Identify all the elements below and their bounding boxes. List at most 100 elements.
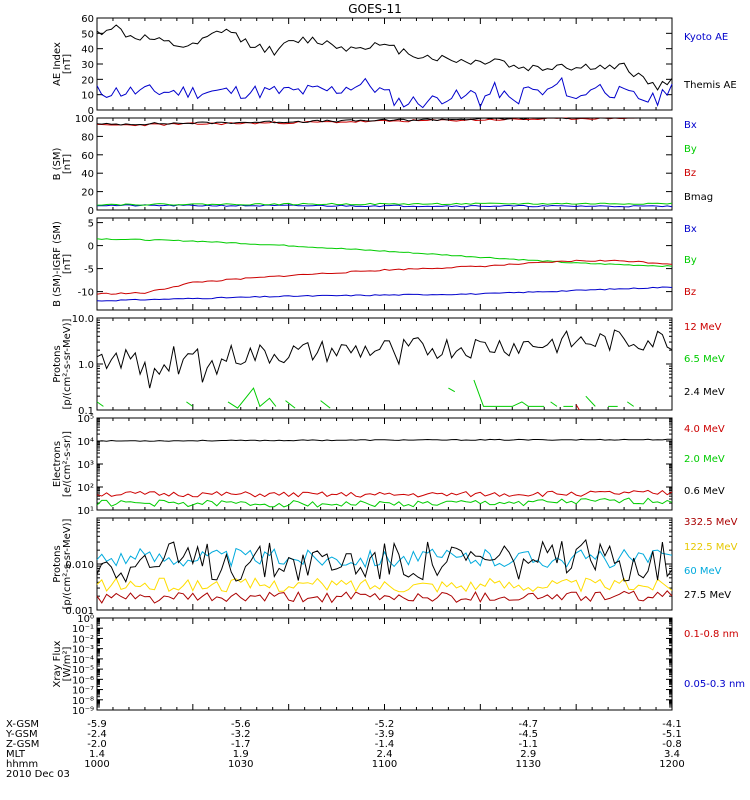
footer-cell: -3.9 xyxy=(375,729,395,740)
series-line-6-5-mev xyxy=(320,400,331,409)
footer-cell: 1030 xyxy=(228,759,253,770)
panel-frame xyxy=(96,117,673,211)
panel-frame xyxy=(96,617,673,711)
y-axis-label: B (SM) xyxy=(52,147,63,180)
panel-frame xyxy=(96,217,673,311)
panel-2: 0 20 40 60 80 100 B (SM) [nT] Bx By Bz Bmag xyxy=(52,114,713,217)
footer-cell: -1.4 xyxy=(375,739,395,750)
y-tick-label: 10⁻⁸ xyxy=(72,696,94,707)
series-line-2-4-mev xyxy=(96,329,673,389)
y-axis-label: [p/(cm²-s-sr-MeV)] xyxy=(62,518,73,609)
footer-cell: 1130 xyxy=(516,759,541,770)
y-tick-label: 60 xyxy=(81,151,94,162)
series-line-themis-ae xyxy=(96,24,673,91)
legend-entry: 0.05-0.3 nm xyxy=(684,679,745,690)
y-tick-label: 0 xyxy=(88,242,94,253)
y-axis-label: [nT] xyxy=(62,154,73,174)
y-tick-label: 10⁻¹ xyxy=(72,624,94,635)
footer-cell: -4.1 xyxy=(662,719,682,730)
y-tick-label: 0.010 xyxy=(65,560,94,571)
y-tick-label: 50 xyxy=(81,29,94,40)
footer-row-label: Y-GSM xyxy=(5,729,38,740)
y-tick-label: 10⁵ xyxy=(77,414,94,425)
y-axis-label: AE Index xyxy=(52,42,63,86)
y-tick-label: 20 xyxy=(81,75,94,86)
legend-entry: Bx xyxy=(684,224,697,235)
y-tick-label: 40 xyxy=(81,45,94,56)
panel-frame xyxy=(96,317,673,411)
y-axis-label: [W/m²] xyxy=(62,646,73,681)
y-tick-label: 0.1 xyxy=(78,406,94,417)
y-tick-label: 10² xyxy=(77,483,94,494)
y-tick-label: -5 xyxy=(84,265,94,276)
footer-row-label: MLT xyxy=(6,749,26,760)
footer-cell: 1200 xyxy=(659,759,684,770)
legend-entry: 2.0 MeV xyxy=(684,454,725,465)
series-line-6-5-mev xyxy=(473,379,545,407)
panel-5: 10¹ 10² 10³ 10⁴ 10⁵ Electrons [e/(cm²-s-sr)] 4.… xyxy=(52,414,725,517)
legend-entry: 6.5 MeV xyxy=(684,354,725,365)
y-tick-label: 10⁻⁴ xyxy=(72,655,94,666)
footer-cell: -5.9 xyxy=(87,719,107,730)
y-tick-label: 10³ xyxy=(77,460,94,471)
y-tick-label: 0 xyxy=(88,206,94,217)
series-line-kyoto-ae xyxy=(96,76,673,109)
footer-cell: -2.0 xyxy=(87,739,107,750)
y-tick-label: 10¹ xyxy=(77,506,94,517)
y-tick-label: -10 xyxy=(78,288,94,299)
y-tick-label: 1.0 xyxy=(78,360,94,371)
footer-cell: -4.5 xyxy=(518,729,538,740)
panel-7: 10⁻⁹10⁻⁸10⁻⁷10⁻⁶10⁻⁵10⁻⁴10⁻³10⁻²10⁻¹10⁰ X… xyxy=(52,614,745,717)
footer-cell: 1.9 xyxy=(233,749,249,760)
legend-entry: 2.4 MeV xyxy=(684,387,725,398)
y-axis-label: Xray Flux xyxy=(52,640,63,687)
legend-entry: 4.0 MeV xyxy=(684,424,725,435)
series-line-6-5-mev xyxy=(285,400,296,409)
legend-entry: 122.5 MeV xyxy=(684,542,738,553)
y-tick-label: 10⁻² xyxy=(72,634,94,645)
footer-cell: -3.2 xyxy=(231,729,251,740)
footer-date: 2010 Dec 03 xyxy=(6,769,70,780)
legend-entry: 0.6 MeV xyxy=(684,486,725,497)
series-line-2-0-mev xyxy=(96,497,673,508)
legend-entry: 332.5 MeV xyxy=(684,517,738,528)
y-axis-label: Protons xyxy=(52,545,63,582)
legend-entry: 12 MeV xyxy=(684,322,722,333)
footer-cell: -5.2 xyxy=(375,719,395,730)
y-tick-label: 10⁰ xyxy=(77,614,94,625)
legend-entry: By xyxy=(684,144,697,155)
footer-cell: -2.4 xyxy=(87,729,107,740)
y-axis-label: Electrons xyxy=(52,441,63,487)
y-tick-label: 10⁻⁹ xyxy=(72,706,94,717)
footer-cell: -1.1 xyxy=(518,739,538,750)
footer-cell: 2.9 xyxy=(520,749,536,760)
footer-cell: 1100 xyxy=(372,759,397,770)
series-line-bx xyxy=(96,286,673,302)
y-axis-label: [nT] xyxy=(62,254,73,274)
y-tick-label: 10⁻³ xyxy=(72,645,94,656)
y-tick-label: 10⁴ xyxy=(77,437,94,448)
y-tick-label: 80 xyxy=(81,132,94,143)
y-axis-label: [nT] xyxy=(62,54,73,74)
y-tick-label: 10⁻⁶ xyxy=(72,675,94,686)
footer-cell: -1.7 xyxy=(231,739,251,750)
footer-cell: -0.8 xyxy=(662,739,682,750)
legend-entry: Bx xyxy=(684,120,697,131)
series-line-6-5-mev xyxy=(227,387,277,409)
series-line-332-5-mev xyxy=(96,590,673,604)
legend-entry: Bz xyxy=(684,168,696,179)
series-line-0-6-mev xyxy=(96,438,673,442)
y-tick-label: 0.001 xyxy=(65,606,94,617)
legend-entry: 60 MeV xyxy=(684,566,722,577)
footer-cell: -4.7 xyxy=(518,719,538,730)
panel-4: 0.1 1.0 10.0 Protons [p/(cm²-s-sr-MeV)] 12 Me… xyxy=(52,314,725,417)
legend-entry: By xyxy=(684,255,697,266)
y-axis-label: Protons xyxy=(52,345,63,382)
series-line-27-5-mev xyxy=(96,538,673,584)
y-tick-label: 10⁻⁷ xyxy=(72,686,94,697)
legend-entry: 0.1-0.8 nm xyxy=(684,629,739,640)
